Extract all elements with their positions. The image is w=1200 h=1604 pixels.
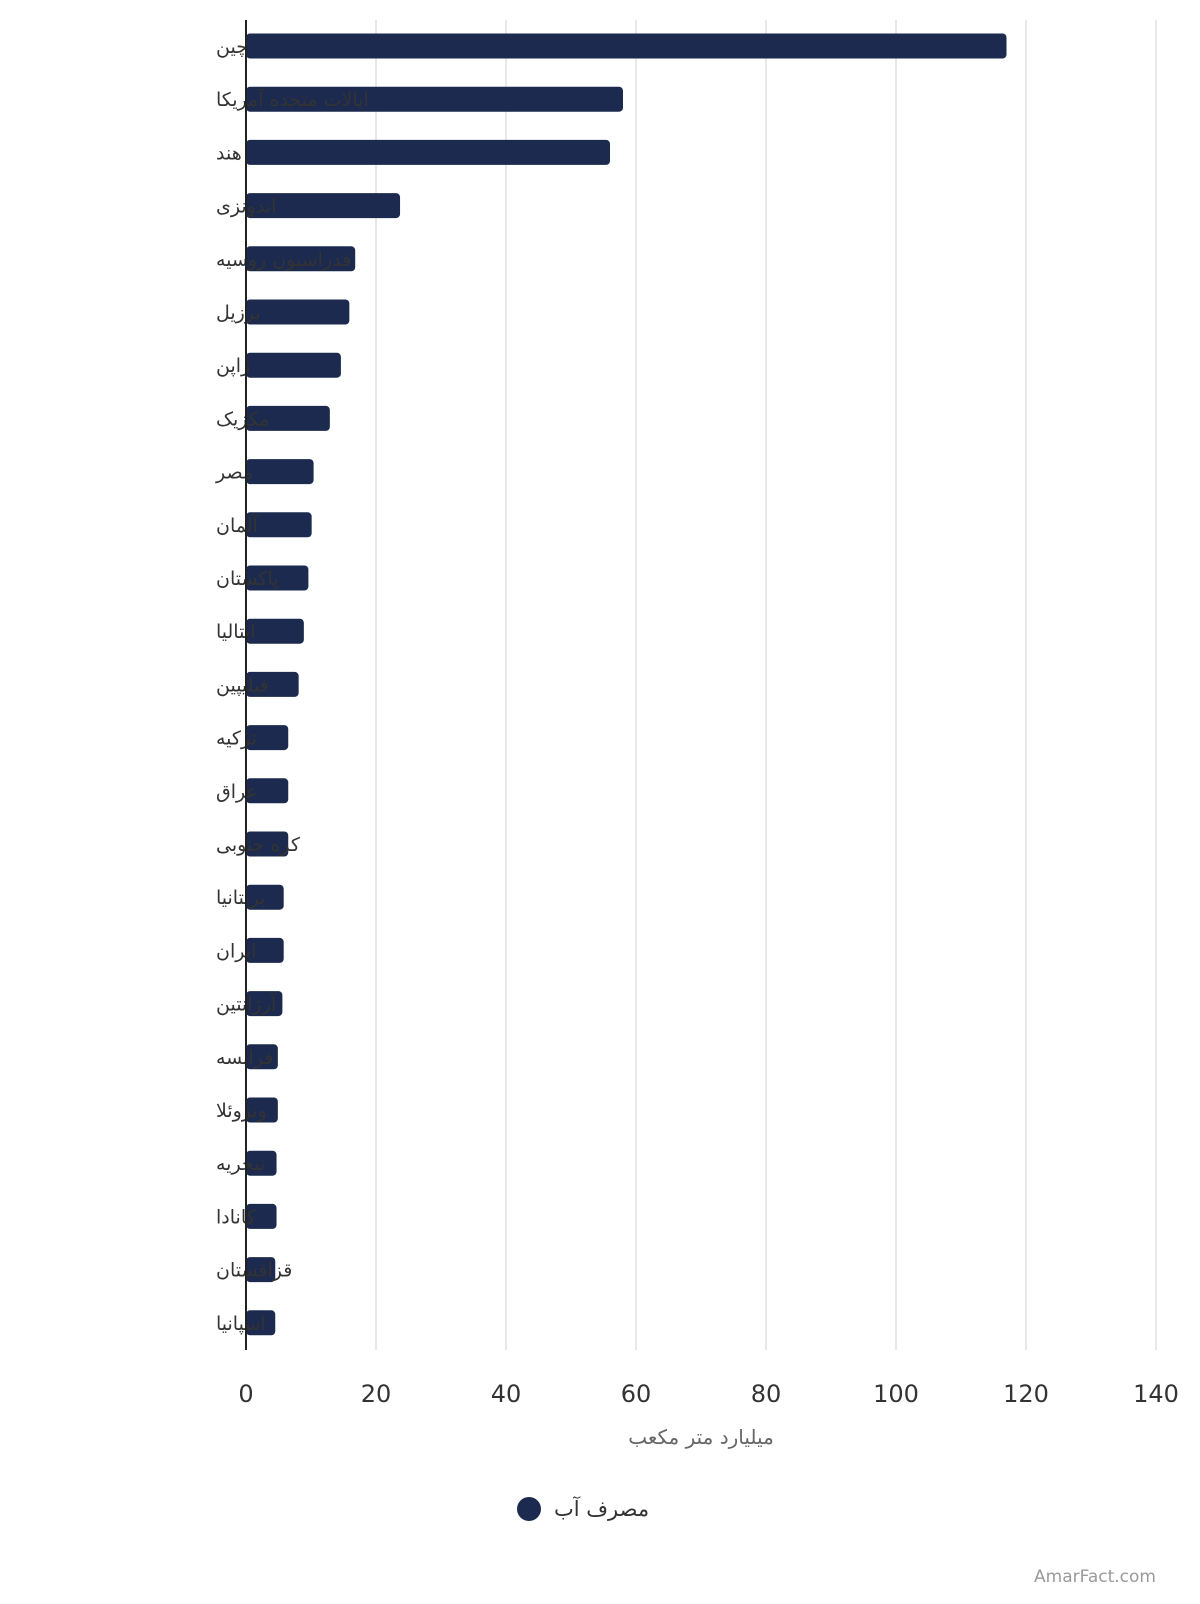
bar-15[interactable] — [246, 831, 289, 857]
bar-14[interactable] — [246, 778, 289, 804]
legend[interactable]: مصرف آب — [517, 1496, 649, 1521]
bar-18[interactable] — [246, 991, 283, 1017]
x-tick-label-120: 120 — [1003, 1380, 1049, 1408]
x-tick-labels: 0 20 40 60 80 100 120 140 — [238, 1380, 1179, 1408]
watermark[interactable]: AmarFact.com — [1034, 1567, 1156, 1587]
x-tick-label-100: 100 — [873, 1380, 919, 1408]
category-label-7: مکزیک — [216, 408, 269, 430]
bar-0[interactable] — [246, 33, 1007, 59]
category-label-17: ایران — [216, 940, 256, 962]
category-label-6: ژاپن — [216, 355, 250, 377]
category-label-15: کره جنوبی — [216, 834, 301, 856]
category-label-5: برزیل — [216, 302, 261, 324]
bar-19[interactable] — [246, 1044, 278, 1070]
bar-11[interactable] — [246, 618, 304, 644]
category-label-23: قزاقستان — [216, 1260, 292, 1282]
category-label-8: مصر — [215, 462, 253, 484]
category-label-24: اسپانیا — [216, 1313, 266, 1335]
x-tick-label-0: 0 — [238, 1380, 253, 1408]
category-label-21: نیجریه — [216, 1153, 265, 1175]
grid-layer — [375, 20, 1157, 1350]
x-axis-title: میلیارد متر مکعب — [628, 1425, 774, 1449]
x-tick-label-40: 40 — [491, 1380, 522, 1408]
category-label-1: ایالات متحده آمریکا — [216, 87, 369, 111]
category-label-2: هند — [216, 142, 242, 164]
bar-4[interactable] — [246, 246, 356, 272]
category-label-16: بریتانیا — [216, 887, 265, 909]
category-label-12: فیلیپین — [216, 674, 269, 696]
bar-22[interactable] — [246, 1203, 277, 1229]
bar-9[interactable] — [246, 512, 312, 538]
legend-marker-icon — [517, 1497, 541, 1521]
category-label-4: فدراسیون روسیه — [216, 249, 351, 271]
bar-10[interactable] — [246, 565, 309, 591]
x-tick-label-80: 80 — [751, 1380, 782, 1408]
bar-8[interactable] — [246, 459, 314, 485]
category-label-14: عراق — [216, 781, 258, 803]
bar-13[interactable] — [246, 725, 289, 751]
category-label-13: ترکیه — [216, 728, 257, 750]
x-tick-label-140: 140 — [1133, 1380, 1179, 1408]
x-tick-label-20: 20 — [361, 1380, 392, 1408]
category-label-19: فرانسه — [216, 1047, 273, 1069]
bar-21[interactable] — [246, 1150, 277, 1176]
legend-label: مصرف آب — [554, 1496, 649, 1521]
category-label-0: چین — [216, 36, 248, 58]
bar-17[interactable] — [246, 937, 284, 963]
bars-layer — [246, 33, 1007, 1336]
bar-7[interactable] — [246, 405, 330, 431]
bar-16[interactable] — [246, 884, 284, 910]
category-label-11: ایتالیا — [216, 621, 255, 643]
bar-12[interactable] — [246, 671, 299, 697]
category-label-9: آلمان — [216, 513, 259, 537]
bar-24[interactable] — [246, 1310, 276, 1336]
bar-3[interactable] — [246, 193, 401, 219]
x-tick-label-60: 60 — [621, 1380, 652, 1408]
bar-1[interactable] — [246, 86, 623, 112]
bar-2[interactable] — [246, 139, 610, 165]
category-label-20: ونزوئلا — [216, 1100, 267, 1122]
bar-6[interactable] — [246, 352, 341, 378]
category-label-22: کانادا — [216, 1206, 257, 1228]
bar-5[interactable] — [246, 299, 350, 325]
category-label-10: پاکستان — [216, 568, 279, 590]
bar-20[interactable] — [246, 1097, 278, 1123]
bar-23[interactable] — [246, 1257, 276, 1283]
